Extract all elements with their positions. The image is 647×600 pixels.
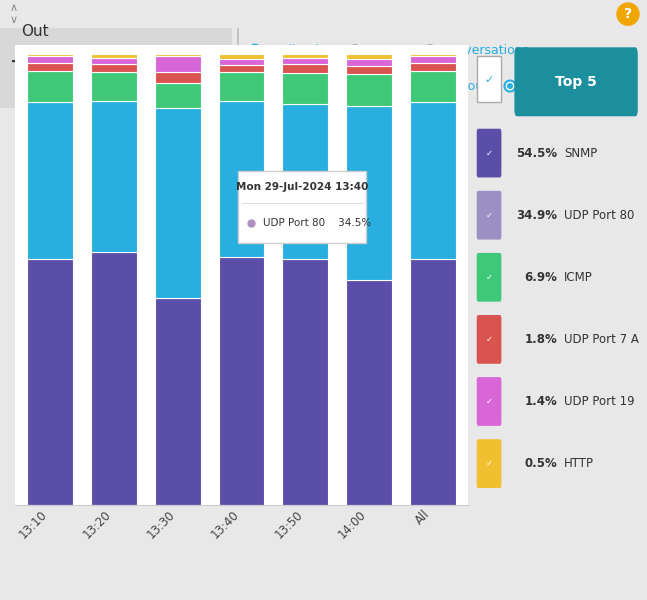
Circle shape xyxy=(424,80,435,92)
Text: ?: ? xyxy=(624,7,632,21)
Text: 6.9%: 6.9% xyxy=(525,271,558,284)
Text: UDP Port 7 A: UDP Port 7 A xyxy=(564,333,639,346)
Bar xyxy=(0,28,232,108)
Text: Data table: Data table xyxy=(330,80,396,92)
Bar xyxy=(346,280,392,505)
Bar xyxy=(410,102,456,259)
Text: ✓: ✓ xyxy=(485,273,492,282)
Text: ✓: ✓ xyxy=(485,397,492,406)
FancyBboxPatch shape xyxy=(514,47,638,116)
Bar xyxy=(346,74,392,106)
Bar xyxy=(155,108,201,298)
Circle shape xyxy=(617,3,639,25)
Circle shape xyxy=(252,47,258,53)
Bar xyxy=(282,104,328,259)
Bar xyxy=(91,101,137,253)
Bar xyxy=(282,73,328,104)
Circle shape xyxy=(349,44,360,56)
Circle shape xyxy=(250,44,261,56)
Circle shape xyxy=(252,83,258,89)
Text: ICMP: ICMP xyxy=(564,271,593,284)
FancyBboxPatch shape xyxy=(477,253,501,302)
Bar xyxy=(219,72,265,101)
Text: Out: Out xyxy=(21,24,49,39)
Bar xyxy=(155,54,201,56)
Bar xyxy=(346,59,392,66)
Text: 54.5%: 54.5% xyxy=(516,146,558,160)
Bar xyxy=(346,54,392,59)
FancyBboxPatch shape xyxy=(477,56,501,103)
FancyBboxPatch shape xyxy=(477,315,501,364)
Circle shape xyxy=(250,80,261,92)
Bar xyxy=(91,54,137,58)
Bar xyxy=(219,54,265,59)
Bar xyxy=(410,62,456,71)
Circle shape xyxy=(507,83,513,89)
Text: 34.9%: 34.9% xyxy=(516,209,558,221)
Bar xyxy=(155,56,201,72)
Circle shape xyxy=(314,80,325,92)
Bar xyxy=(27,259,73,505)
Bar xyxy=(27,62,73,71)
Text: Mon 29-Jul-2024 13:40: Mon 29-Jul-2024 13:40 xyxy=(236,182,368,192)
FancyBboxPatch shape xyxy=(477,439,501,488)
Text: Graph: Graph xyxy=(265,80,303,92)
Text: ✓: ✓ xyxy=(485,74,494,85)
Bar xyxy=(27,71,73,102)
Bar xyxy=(91,58,137,64)
Bar xyxy=(410,54,456,56)
FancyBboxPatch shape xyxy=(477,129,501,178)
Text: UDP Port 19: UDP Port 19 xyxy=(564,395,635,408)
Bar xyxy=(27,54,73,56)
Bar xyxy=(219,59,265,65)
Bar xyxy=(155,298,201,505)
Bar xyxy=(219,101,265,257)
Circle shape xyxy=(505,80,516,92)
Bar xyxy=(219,65,265,72)
Bar xyxy=(410,56,456,62)
Text: ✓: ✓ xyxy=(485,459,492,468)
Text: Applications: Applications xyxy=(265,44,342,56)
Bar xyxy=(27,56,73,62)
Bar xyxy=(282,64,328,73)
FancyBboxPatch shape xyxy=(477,377,501,426)
Text: Traffic Analysis: Traffic Analysis xyxy=(12,59,166,77)
Text: HTTP: HTTP xyxy=(564,457,594,470)
Bar xyxy=(346,106,392,280)
Text: Last hour: Last hour xyxy=(520,80,578,92)
Text: 0.5%: 0.5% xyxy=(525,457,558,470)
Bar xyxy=(346,66,392,74)
Text: ✓: ✓ xyxy=(485,335,492,344)
Text: 1.4%: 1.4% xyxy=(525,395,558,408)
Text: UDP Port 80: UDP Port 80 xyxy=(564,209,635,221)
Text: ∨: ∨ xyxy=(10,15,18,25)
Text: (Flow): (Flow) xyxy=(158,61,210,76)
Bar xyxy=(282,54,328,58)
Text: 1.8%: 1.8% xyxy=(525,333,558,346)
Bar xyxy=(282,58,328,64)
Bar xyxy=(91,253,137,505)
Bar xyxy=(27,102,73,259)
Circle shape xyxy=(424,44,435,56)
Bar xyxy=(410,71,456,102)
Text: UDP Port 80    34.5%: UDP Port 80 34.5% xyxy=(263,218,371,228)
Text: ∧: ∧ xyxy=(10,3,18,13)
Bar xyxy=(282,259,328,505)
FancyBboxPatch shape xyxy=(238,171,366,244)
Bar xyxy=(155,72,201,83)
Bar xyxy=(91,72,137,101)
Text: ✓: ✓ xyxy=(485,211,492,220)
Text: 24 hour: 24 hour xyxy=(440,80,488,92)
Bar xyxy=(155,83,201,108)
Bar xyxy=(410,259,456,505)
Text: Top 5: Top 5 xyxy=(555,75,597,89)
Text: SNMP: SNMP xyxy=(564,146,598,160)
Text: ✓: ✓ xyxy=(485,149,492,158)
Bar xyxy=(91,64,137,72)
FancyBboxPatch shape xyxy=(477,191,501,239)
Text: Conversations: Conversations xyxy=(440,44,529,56)
Text: Hosts: Hosts xyxy=(365,44,400,56)
Bar xyxy=(219,257,265,505)
